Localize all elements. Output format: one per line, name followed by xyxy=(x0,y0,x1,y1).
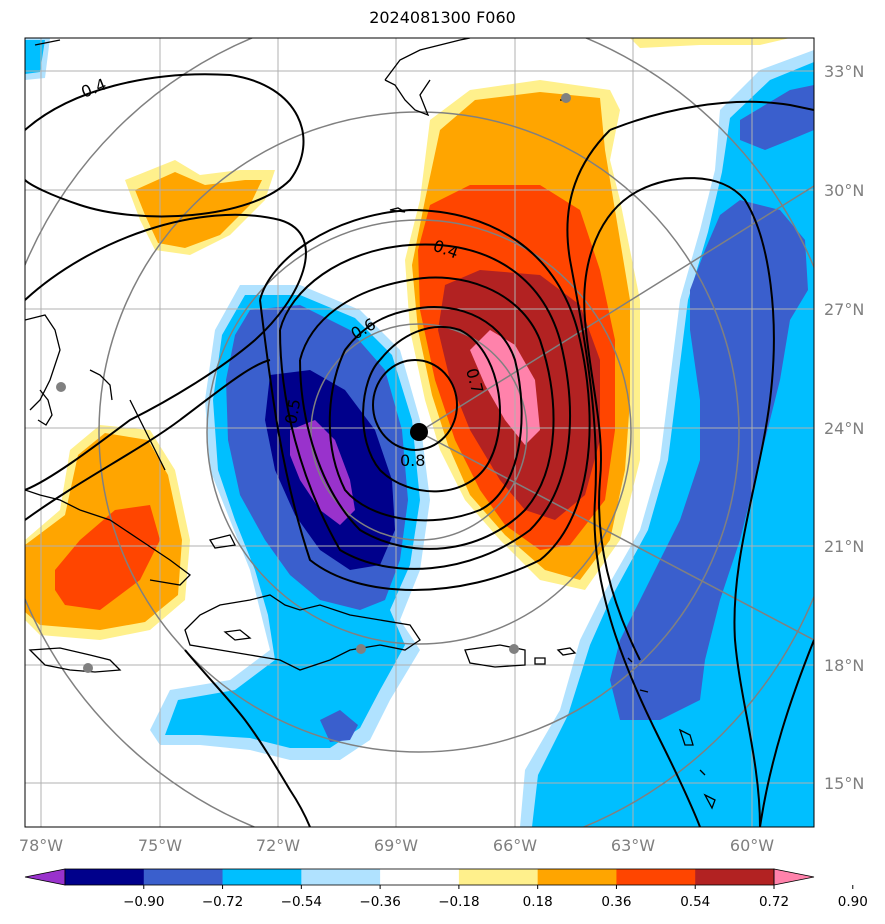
map-frame xyxy=(24,37,815,828)
colorbar-tick-label: 0.36 xyxy=(601,894,631,910)
colorbar-extend-low xyxy=(24,868,66,886)
contour-label: 0.5 xyxy=(281,397,304,425)
lat-label: 21°N xyxy=(824,537,864,556)
positive-anomaly-top xyxy=(630,38,790,48)
colorbar-segment xyxy=(222,869,302,885)
lat-label: 30°N xyxy=(824,181,864,200)
lon-label: 63°W xyxy=(611,836,655,855)
contour-lines xyxy=(25,73,814,827)
station-markers xyxy=(56,93,571,673)
latitude-labels: 33°N 30°N 27°N 24°N 21°N 18°N 15°N xyxy=(824,62,864,793)
longitude-labels: 78°W 75°W 72°W 69°W 66°W 63°W 60°W xyxy=(19,836,774,855)
positive-anomaly-north xyxy=(405,80,640,590)
colorbar-segment xyxy=(143,869,224,885)
storm-center-marker xyxy=(410,423,428,441)
colorbar-extend-high xyxy=(773,868,815,886)
positive-anomaly-small xyxy=(125,160,275,255)
map-title: 2024081300 F060 xyxy=(369,8,516,27)
positive-anomaly-west xyxy=(25,425,190,640)
colorbar-tick-label: −0.90 xyxy=(123,894,164,910)
colorbar-tick-label: 0.18 xyxy=(523,894,553,910)
colorbar-segment xyxy=(380,869,460,885)
range-rings xyxy=(25,38,814,827)
lon-label: 75°W xyxy=(138,836,182,855)
lon-label: 72°W xyxy=(256,836,300,855)
lat-label: 27°N xyxy=(824,300,864,319)
contour-label: 0.8 xyxy=(400,451,425,470)
colorbar-tick-label: 0.90 xyxy=(838,894,868,910)
colorbar-segment xyxy=(458,869,539,885)
grid-lines xyxy=(25,38,814,827)
negative-anomaly-east xyxy=(520,50,814,827)
lon-label: 69°W xyxy=(374,836,418,855)
colorbar-tick-label: −0.72 xyxy=(202,894,243,910)
lat-label: 33°N xyxy=(824,62,864,81)
colorbar-tick-label: −0.36 xyxy=(359,894,400,910)
colorbar-tick-label: 0.72 xyxy=(759,894,789,910)
colorbar-segment xyxy=(695,869,775,885)
coastlines xyxy=(25,38,716,810)
map-area xyxy=(25,38,814,827)
colorbar-segment xyxy=(537,869,617,885)
colorbar: −0.90 −0.72 −0.54 −0.36 −0.18 0.18 0.36 0.54 0.7… xyxy=(24,868,868,910)
colorbar-frame xyxy=(64,868,775,886)
lon-label: 66°W xyxy=(493,836,537,855)
lat-label: 15°N xyxy=(824,774,864,793)
colorbar-tick-label: −0.18 xyxy=(438,894,479,910)
lat-label: 18°N xyxy=(824,656,864,675)
lon-label: 78°W xyxy=(19,836,63,855)
colorbar-tick-label: −0.54 xyxy=(281,894,322,910)
colorbar-segment xyxy=(301,869,381,885)
colorbar-tick-label: 0.54 xyxy=(680,894,710,910)
lon-label: 60°W xyxy=(730,836,774,855)
lat-label: 24°N xyxy=(824,419,864,438)
colorbar-segment xyxy=(65,869,145,885)
colorbar-segment xyxy=(616,869,696,885)
